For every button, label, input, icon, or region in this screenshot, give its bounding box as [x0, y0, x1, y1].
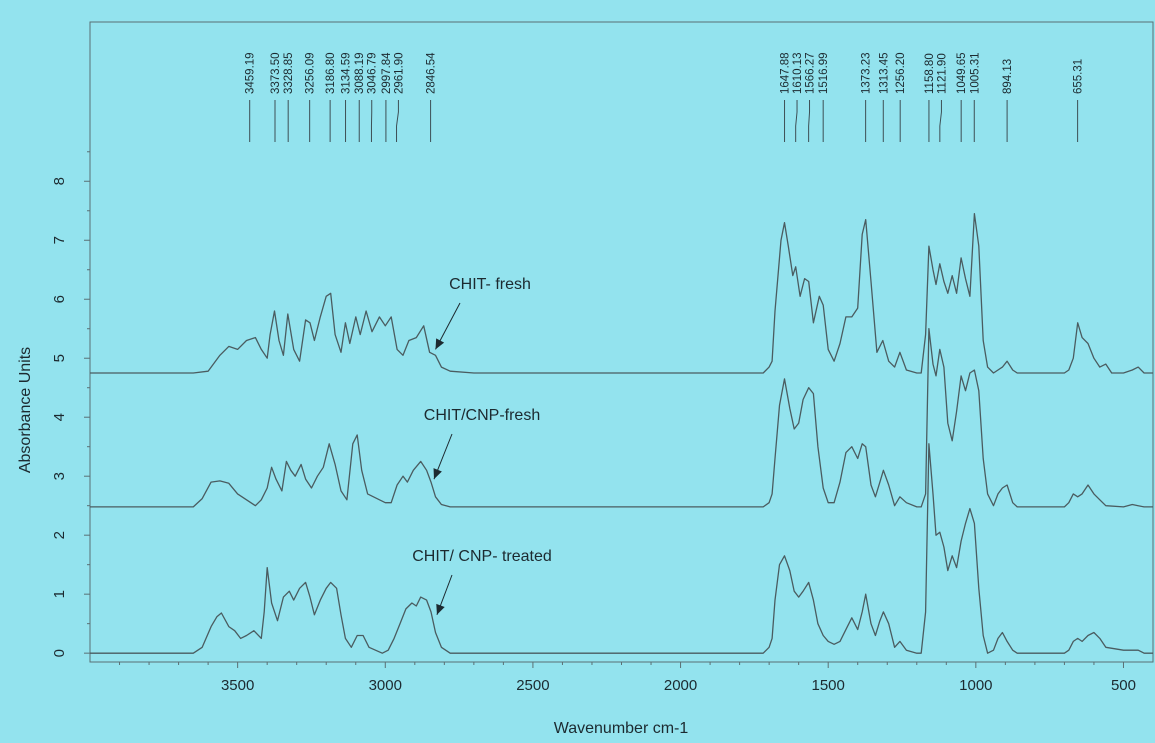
- peak-label-8: 2997.84: [381, 52, 393, 94]
- x-tick-label-1: 3000: [369, 677, 402, 694]
- peak-label-1: 3373.50: [270, 52, 282, 94]
- peak-line-19: [940, 100, 942, 142]
- peak-label-5: 3134.59: [341, 52, 353, 94]
- series-line-1: [90, 329, 1153, 507]
- series-line-2: [90, 444, 1153, 653]
- x-tick-label-6: 500: [1111, 677, 1136, 694]
- y-axis-label: Absorbance Units: [17, 347, 34, 473]
- annotation-label-1: CHIT/CNP-fresh: [424, 407, 540, 424]
- peak-label-0: 3459.19: [245, 52, 257, 94]
- annotation-arrow-head-2: [436, 604, 444, 615]
- peak-label-22: 894.13: [1002, 59, 1014, 94]
- peak-label-14: 1516.99: [818, 52, 830, 94]
- y-tick-label-3: 3: [51, 472, 68, 480]
- y-tick-label-6: 6: [51, 295, 68, 303]
- y-tick-label-0: 0: [51, 649, 68, 657]
- annotation-arrow-head-0: [435, 338, 444, 349]
- peak-label-4: 3186.80: [325, 52, 337, 94]
- annotations: CHIT- fresh CHIT/CNP-fresh CHIT/ CNP- trea…: [412, 276, 552, 615]
- y-tick-label-5: 5: [51, 354, 68, 362]
- peak-label-9: 2961.90: [393, 52, 405, 94]
- peak-label-13: 1566.27: [805, 52, 817, 94]
- peak-label-23: 655.31: [1073, 59, 1085, 94]
- y-tick-label-7: 7: [51, 236, 68, 244]
- peak-label-7: 3046.79: [367, 52, 379, 94]
- peak-label-16: 1313.45: [878, 52, 890, 94]
- peak-label-10: 2846.54: [426, 52, 438, 94]
- annotation-label-0: CHIT- fresh: [449, 276, 531, 293]
- peak-label-11: 1647.88: [780, 52, 792, 94]
- peak-label-15: 1373.23: [861, 52, 873, 94]
- peak-label-21: 1005.31: [969, 52, 981, 94]
- peak-label-17: 1256.20: [895, 52, 907, 94]
- series-line-0: [90, 214, 1153, 373]
- peak-label-18: 1158.80: [924, 53, 936, 94]
- x-axis: 3500 3000 2500 2000 1500 1000 500: [120, 662, 1136, 694]
- peak-line-13: [809, 100, 810, 142]
- peak-label-19: 1121.90: [936, 53, 948, 94]
- peak-line-12: [796, 100, 797, 142]
- peak-label-2: 3328.85: [283, 52, 295, 94]
- y-tick-label-4: 4: [51, 413, 68, 421]
- peak-label-3: 3256.09: [305, 52, 317, 94]
- annotation-label-2: CHIT/ CNP- treated: [412, 548, 552, 565]
- x-axis-label: Wavenumber cm-1: [554, 720, 689, 737]
- y-tick-label-1: 1: [51, 590, 68, 598]
- x-tick-label-5: 1000: [959, 677, 992, 694]
- y-tick-label-2: 2: [51, 531, 68, 539]
- x-tick-label-0: 3500: [221, 677, 254, 694]
- y-tick-label-8: 8: [51, 177, 68, 185]
- x-tick-label-3: 2000: [664, 677, 697, 694]
- peak-line-9: [397, 100, 399, 142]
- peak-label-20: 1049.65: [956, 52, 968, 94]
- x-tick-label-4: 1500: [812, 677, 845, 694]
- peak-marker-lines: [250, 100, 1078, 142]
- peak-label-12: 1610.13: [792, 52, 804, 94]
- x-tick-label-2: 2500: [516, 677, 549, 694]
- peak-label-6: 3088.19: [354, 52, 366, 94]
- y-axis: 0 1 2 3 4 5 6 7 8: [51, 152, 90, 658]
- series-group: [90, 214, 1153, 654]
